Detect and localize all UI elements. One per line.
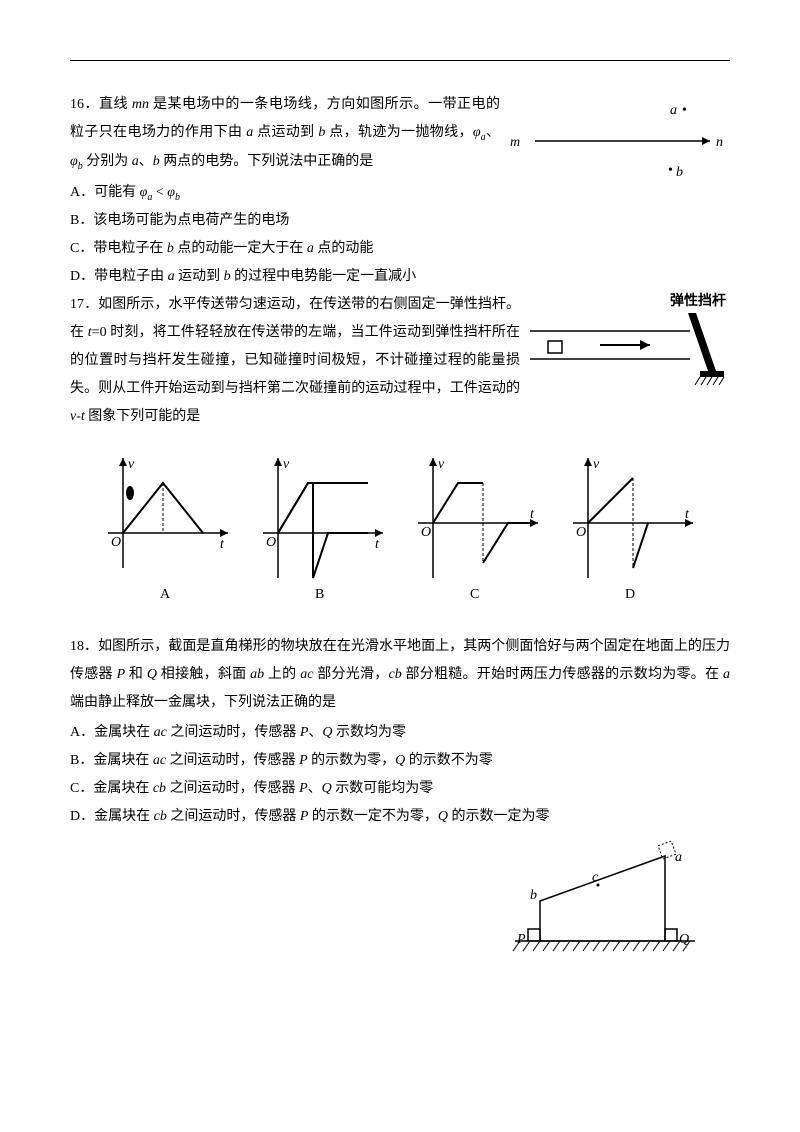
svg-text:t: t [375, 537, 380, 552]
vt-graphs: v t O A v t O B v [70, 448, 730, 608]
svg-text:O: O [111, 535, 121, 550]
svg-text:v: v [593, 457, 600, 472]
svg-text:B: B [315, 587, 324, 602]
q16-b-dot: • [668, 163, 673, 178]
q16-diagram: a • m n • b [510, 96, 730, 186]
graph-c: v t O C [408, 448, 548, 608]
svg-text:t: t [685, 507, 690, 522]
svg-text:a: a [675, 850, 682, 865]
graph-b: v t O B [253, 448, 393, 608]
svg-text:O: O [266, 535, 276, 550]
svg-text:c: c [592, 870, 599, 885]
svg-text:t: t [530, 507, 535, 522]
q16-a-label: a [670, 103, 677, 118]
q18-optC: C．金属块在 cb 之间运动时，传感器 P、Q 示数可能均为零 [70, 775, 730, 803]
svg-text:C: C [470, 587, 479, 602]
q18-diagram: a b c P Q [510, 841, 710, 981]
q16-a-dot: • [682, 103, 687, 118]
svg-text:O: O [576, 525, 586, 540]
q16-optC: C．带电粒子在 b 点的动能一定大于在 a 点的动能 [70, 235, 730, 263]
svg-text:t: t [220, 537, 225, 552]
q16-optB: B．该电场可能为点电荷产生的电场 [70, 207, 730, 235]
svg-text:v: v [438, 457, 445, 472]
q16-number: 16． [70, 97, 99, 112]
graph-d: v t O D [563, 448, 703, 608]
q18-optB: B．金属块在 ac 之间运动时，传感器 P 的示数为零，Q 的示数不为零 [70, 747, 730, 775]
graph-a: v t O A [98, 448, 238, 608]
svg-text:D: D [625, 587, 635, 602]
svg-text:v: v [128, 457, 135, 472]
q16-b-label: b [676, 165, 683, 180]
header-rule [70, 60, 730, 61]
q18-optD: D．金属块在 cb 之间运动时，传感器 P 的示数一定不为零，Q 的示数一定为零 [70, 803, 730, 831]
q16-optD: D．带电粒子由 a 运动到 b 的过程中电势能一定一直减小 [70, 263, 730, 291]
q18-text: 18．如图所示，截面是直角梯形的物块放在在光滑水平地面上，其两个侧面恰好与两个固… [70, 633, 730, 717]
q18-optA: A．金属块在 ac 之间运动时，传感器 P、Q 示数均为零 [70, 719, 730, 747]
svg-text:v: v [283, 457, 290, 472]
q17-label: 弹性挡杆 [670, 292, 726, 309]
q17-number: 17． [70, 297, 98, 312]
q17-diagram: 弹性挡杆 [530, 291, 730, 391]
q18-number: 18． [70, 639, 98, 654]
q16-m-label: m [510, 135, 520, 150]
svg-text:A: A [160, 587, 171, 602]
q16-n-label: n [716, 135, 723, 150]
svg-text:b: b [530, 888, 537, 903]
svg-text:O: O [421, 525, 431, 540]
